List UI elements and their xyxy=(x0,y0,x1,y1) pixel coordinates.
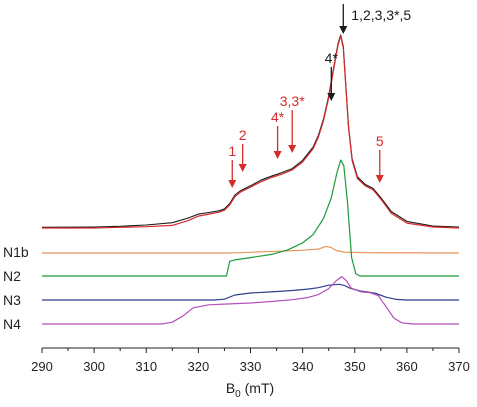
annotation-arrow-5: 4* xyxy=(325,50,339,101)
annotation-arrow-4: 3,3* xyxy=(280,93,305,153)
trace-n4 xyxy=(42,276,459,325)
annotation-arrow-head xyxy=(288,145,297,153)
trace-label-n1b: N1b xyxy=(3,244,29,260)
annotation-label-5: 4* xyxy=(325,50,339,66)
trace-simulation xyxy=(42,35,460,229)
x-tick-label-310: 310 xyxy=(135,359,157,374)
annotation-label-1: 1 xyxy=(228,143,236,159)
annotation-arrow-7: 5 xyxy=(375,133,384,183)
x-tick-label-340: 340 xyxy=(292,359,314,374)
x-tick-label-320: 320 xyxy=(188,359,210,374)
x-tick-label-300: 300 xyxy=(83,359,105,374)
annotation-arrow-head xyxy=(228,180,237,188)
x-tick-label-330: 330 xyxy=(240,359,262,374)
annotation-arrow-head xyxy=(273,151,282,159)
annotation-label-6: 1,2,3,3*,5 xyxy=(351,7,411,23)
x-tick-label-370: 370 xyxy=(448,359,470,374)
annotation-arrow-head xyxy=(375,175,384,183)
trace-labels-group: N1b N2 N3 N4 xyxy=(3,244,29,332)
annotation-label-2: 2 xyxy=(239,127,247,143)
x-axis-title-sub: 0 xyxy=(235,389,241,400)
annotation-arrow-head xyxy=(327,93,336,101)
annotations-group: 124*3,3*4*1,2,3,3*,55 xyxy=(228,4,411,188)
annotation-arrow-head xyxy=(339,26,348,34)
annotation-arrow-2: 2 xyxy=(238,127,247,172)
trace-label-n2: N2 xyxy=(3,268,21,284)
trace-label-n3: N3 xyxy=(3,292,21,308)
annotation-label-3: 4* xyxy=(271,109,285,125)
annotation-label-7: 5 xyxy=(376,133,384,149)
x-axis-title: B0 (mT) xyxy=(226,380,274,400)
trace-label-n4: N4 xyxy=(3,316,21,332)
traces-group xyxy=(41,34,460,325)
x-tick-label-350: 350 xyxy=(344,359,366,374)
x-axis: 290 300 310 320 330 340 350 360 370 xyxy=(31,347,470,374)
annotation-arrow-1: 1 xyxy=(228,143,236,188)
annotation-label-4: 3,3* xyxy=(280,93,305,109)
x-tick-label-290: 290 xyxy=(31,359,53,374)
trace-n1b xyxy=(42,245,460,254)
trace-n3 xyxy=(42,283,459,301)
annotation-arrow-6: 1,2,3,3*,5 xyxy=(339,4,411,34)
x-axis-title-main: B xyxy=(226,380,235,396)
annotation-arrow-3: 4* xyxy=(271,109,285,159)
annotation-arrow-head xyxy=(238,164,247,172)
x-axis-title-unit: (mT) xyxy=(241,380,274,396)
trace-experimental xyxy=(41,34,460,228)
trace-n2 xyxy=(42,159,459,277)
x-tick-label-360: 360 xyxy=(396,359,418,374)
